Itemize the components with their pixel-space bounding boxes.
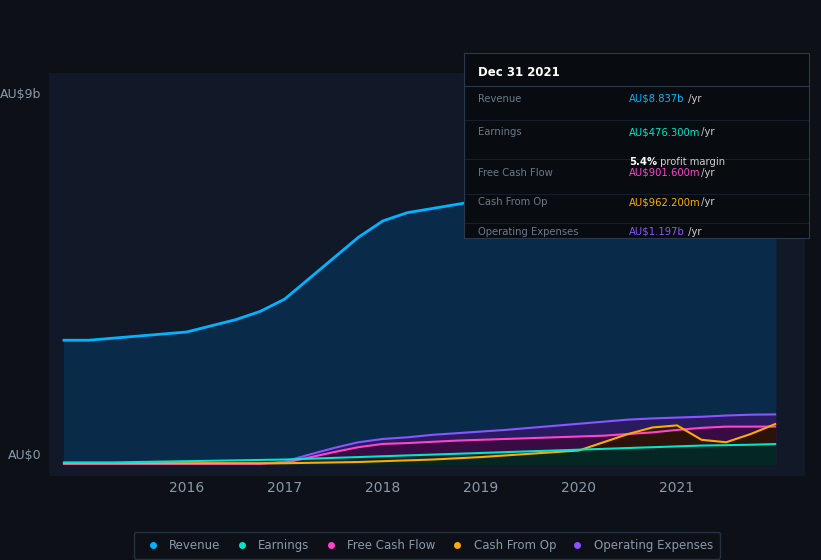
Text: AU$9b: AU$9b [0, 87, 42, 101]
Text: Earnings: Earnings [478, 127, 521, 137]
Text: /yr: /yr [686, 227, 702, 237]
Text: AU$476.300m: AU$476.300m [630, 127, 701, 137]
Text: /yr: /yr [698, 168, 714, 178]
Text: 5.4%: 5.4% [630, 157, 658, 167]
Text: /yr: /yr [686, 94, 702, 104]
Text: Operating Expenses: Operating Expenses [478, 227, 578, 237]
Text: Dec 31 2021: Dec 31 2021 [478, 66, 559, 79]
Text: AU$901.600m: AU$901.600m [630, 168, 701, 178]
Legend: Revenue, Earnings, Free Cash Flow, Cash From Op, Operating Expenses: Revenue, Earnings, Free Cash Flow, Cash … [134, 531, 720, 559]
Text: Revenue: Revenue [478, 94, 521, 104]
Text: AU$1.197b: AU$1.197b [630, 227, 686, 237]
Text: AU$962.200m: AU$962.200m [630, 197, 701, 207]
Text: /yr: /yr [698, 197, 714, 207]
Text: Cash From Op: Cash From Op [478, 197, 547, 207]
Text: AU$0: AU$0 [8, 449, 42, 463]
Text: profit margin: profit margin [657, 157, 725, 167]
Text: /yr: /yr [698, 127, 714, 137]
Text: Free Cash Flow: Free Cash Flow [478, 168, 553, 178]
Text: AU$8.837b: AU$8.837b [630, 94, 685, 104]
